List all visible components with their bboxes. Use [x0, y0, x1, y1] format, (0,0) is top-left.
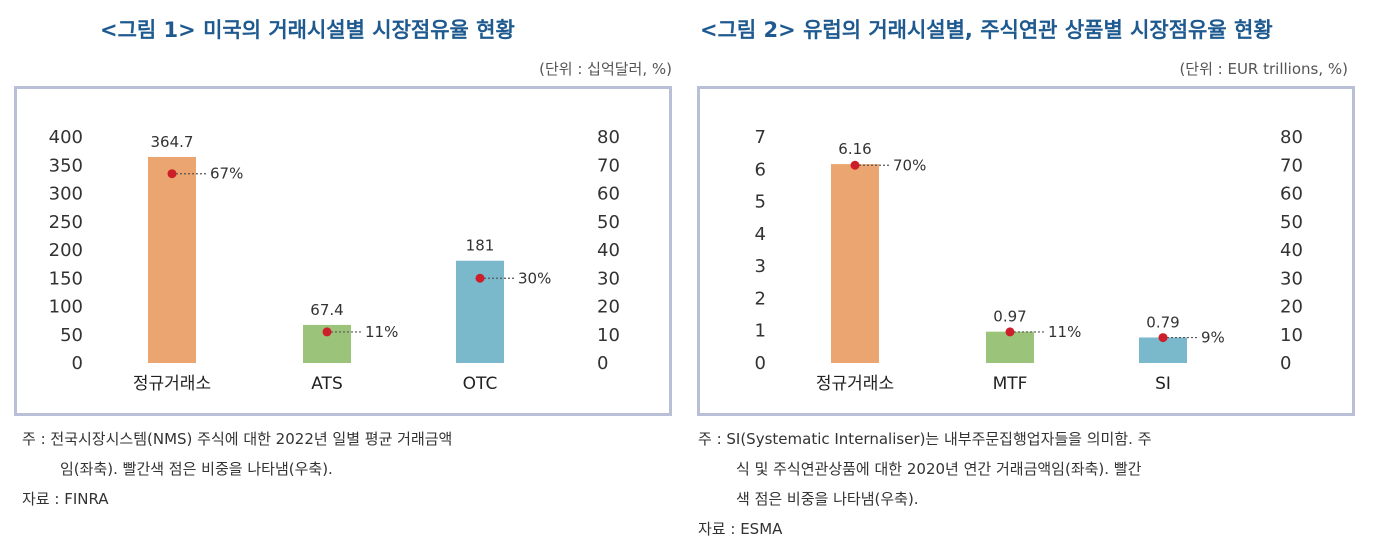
- share-dot: [1158, 333, 1168, 343]
- y-tick-label: 5: [755, 192, 766, 213]
- figure-1-note-line2: 임(좌축). 빨간색 점은 비중을 나타냄(우축).: [60, 460, 333, 478]
- y-tick-label: 4: [755, 224, 766, 245]
- figure-1-chart: 4003503002502001501005008070605040302010…: [49, 127, 620, 394]
- y-tick-label: 250: [49, 212, 83, 233]
- figure-2-note-line1: 주 : SI(Systematic Internaliser)는 내부주문집행업…: [698, 430, 1152, 448]
- share-label: 70%: [893, 156, 926, 174]
- figure-2-note-line3: 색 점은 비중을 나타냄(우축).: [736, 490, 919, 508]
- data-label: 0.97: [993, 308, 1026, 326]
- data-label: 6.16: [838, 140, 871, 158]
- figure-2-chart: 76543210807060504030201006.1670%정규거래소0.9…: [755, 127, 1303, 394]
- share-label: 11%: [365, 323, 398, 341]
- y-tick-label: 100: [49, 297, 83, 318]
- category-label: 정규거래소: [133, 374, 211, 394]
- bar: [986, 331, 1034, 363]
- bar: [831, 164, 879, 363]
- y-tick-label: 3: [755, 256, 766, 277]
- share-dot: [850, 160, 860, 170]
- figure-2-title: <그림 2> 유럽의 거래시설별, 주식연관 상품별 시장점유율 현황: [700, 18, 1273, 42]
- y2-tick-label: 60: [1280, 184, 1303, 205]
- y2-tick-label: 80: [597, 127, 620, 148]
- y-tick-label: 300: [49, 184, 83, 205]
- data-label: 181: [466, 237, 495, 255]
- y2-tick-label: 0: [597, 353, 608, 374]
- figure-1-title: <그림 1> 미국의 거래시설별 시장점유율 현황: [100, 18, 515, 42]
- figure-2-panel: <그림 2> 유럽의 거래시설별, 주식연관 상품별 시장점유율 현황 (단위 …: [690, 0, 1362, 558]
- y2-tick-label: 80: [1280, 127, 1303, 148]
- share-dot: [322, 327, 332, 337]
- share-dot: [167, 169, 177, 179]
- share-label: 11%: [1048, 323, 1081, 341]
- category-label: OTC: [463, 374, 498, 394]
- y2-tick-label: 70: [1280, 155, 1303, 176]
- share-dot: [475, 273, 485, 283]
- y2-tick-label: 70: [597, 155, 620, 176]
- y-tick-label: 6: [755, 159, 766, 180]
- category-label: 정규거래소: [816, 374, 894, 394]
- y-tick-label: 2: [755, 288, 766, 309]
- figure-1-note-line1: 주 : 전국시장시스템(NMS) 주식에 대한 2022년 일별 평균 거래금액: [22, 430, 453, 448]
- y-tick-label: 0: [755, 353, 766, 374]
- y2-tick-label: 50: [597, 212, 620, 233]
- figure-2-chart-frame: 7 6 5 4 3 2 1 0 80 70 60 50 40 30 20 10 0 6.16 70% 정규거래소 0.9…: [697, 86, 1355, 416]
- y-tick-label: 7: [755, 127, 766, 148]
- figure-2-note-line2: 식 및 주식연관상품에 대한 2020년 연간 거래금액임(좌축). 빨간: [736, 460, 1142, 478]
- y2-tick-label: 40: [597, 240, 620, 261]
- category-label: SI: [1155, 374, 1171, 394]
- y-tick-label: 0: [72, 353, 83, 374]
- y-tick-label: 50: [60, 325, 83, 346]
- bar: [148, 156, 196, 363]
- figure-1-note: 주 : 전국시장시스템(NMS) 주식에 대한 2022년 일별 평균 거래금액…: [22, 424, 682, 514]
- y2-tick-label: 50: [1280, 212, 1303, 233]
- figure-2-unit: (단위 : EUR trillions, %): [1179, 60, 1348, 78]
- figure-1-unit: (단위 : 십억달러, %): [539, 60, 672, 78]
- figure-1-panel: <그림 1> 미국의 거래시설별 시장점유율 현황 (단위 : 십억달러, %)…: [0, 0, 672, 558]
- data-label: 364.7: [151, 133, 194, 151]
- figure-2-note: 주 : SI(Systematic Internaliser)는 내부주문집행업…: [698, 424, 1358, 544]
- category-label: ATS: [311, 374, 343, 394]
- y-tick-label: 1: [755, 321, 766, 342]
- y-tick-label: 350: [49, 155, 83, 176]
- y-tick-label: 200: [49, 240, 83, 261]
- share-dot: [1005, 327, 1015, 337]
- y2-tick-label: 10: [597, 325, 620, 346]
- figure-2-source: 자료 : ESMA: [698, 520, 783, 538]
- y2-tick-label: 0: [1280, 353, 1291, 374]
- y2-tick-label: 60: [597, 184, 620, 205]
- y2-tick-label: 20: [1280, 297, 1303, 318]
- share-label: 67%: [210, 165, 243, 183]
- data-label: 0.79: [1146, 313, 1179, 331]
- y2-tick-label: 30: [597, 268, 620, 289]
- data-label: 67.4: [310, 301, 343, 319]
- figure-1-source: 자료 : FINRA: [22, 490, 109, 508]
- y2-tick-label: 30: [1280, 268, 1303, 289]
- y2-tick-label: 20: [597, 297, 620, 318]
- share-label: 9%: [1201, 329, 1225, 347]
- figure-1-chart-frame: 400 350 300 250 200 150 100 50 0 80 70 60 50 40 30 20 10…: [14, 86, 672, 416]
- y-tick-label: 150: [49, 268, 83, 289]
- share-label: 30%: [518, 269, 551, 287]
- y2-tick-label: 40: [1280, 240, 1303, 261]
- y-tick-label: 400: [49, 127, 83, 148]
- category-label: MTF: [993, 374, 1028, 394]
- y2-tick-label: 10: [1280, 325, 1303, 346]
